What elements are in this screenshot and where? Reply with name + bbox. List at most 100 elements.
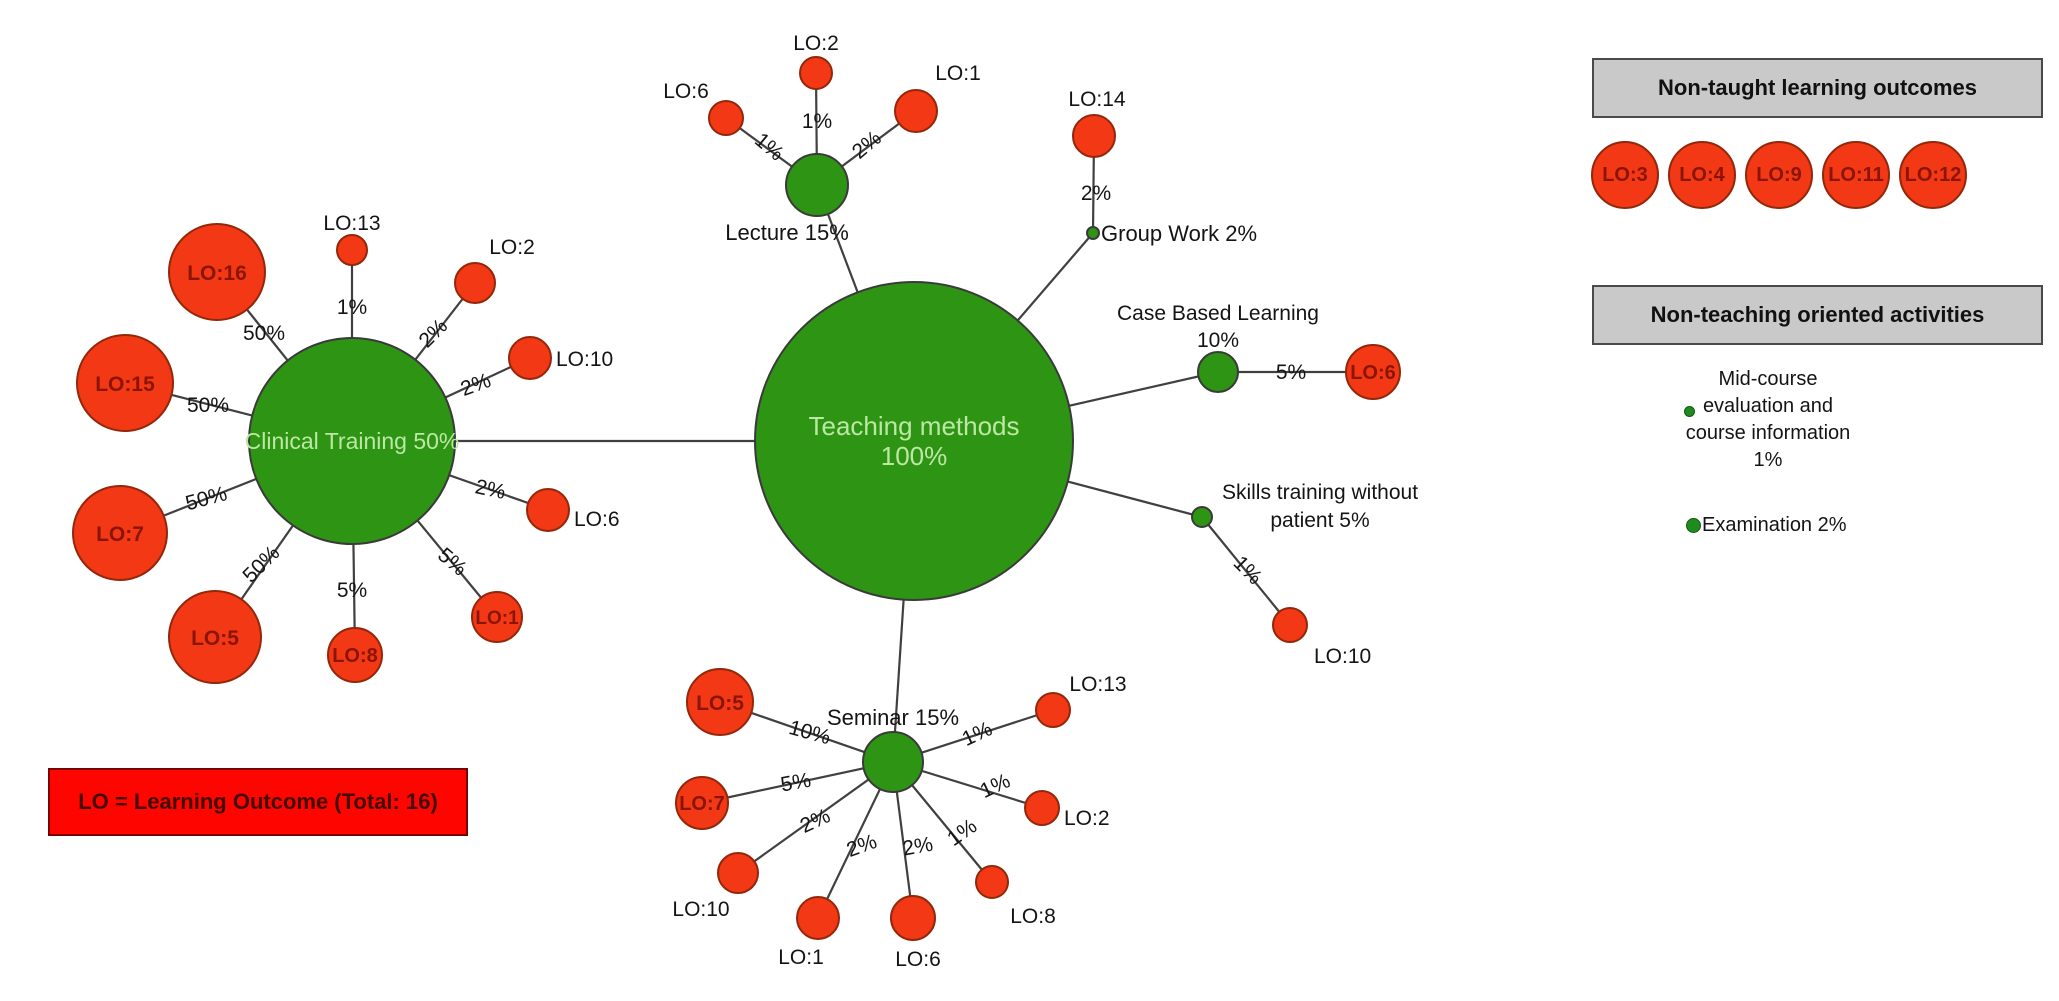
node-seminar-circle: [862, 731, 924, 793]
node-c1-circle: [471, 591, 523, 643]
node-cb6-circle: [1345, 344, 1401, 400]
node-se2-label: LO:2: [1064, 807, 1110, 830]
link-pct-label: 2%: [901, 833, 935, 861]
link-pct-label: 2%: [844, 830, 880, 862]
node-se1-circle: [796, 896, 840, 940]
node-se6-label: LO:6: [895, 948, 941, 971]
node-se1-label: LO:1: [778, 946, 824, 969]
mid-course-line: 1%: [1753, 449, 1783, 471]
node-l6-circle: [708, 100, 744, 136]
node-c13-circle: [336, 234, 368, 266]
node-c10-circle: [508, 336, 552, 380]
node-s10-circle: [1272, 607, 1308, 643]
node-skills-circle: [1191, 506, 1213, 528]
non-taught-outcome-label: LO:11: [1828, 163, 1884, 186]
node-c16-circle: [168, 223, 266, 321]
link-pct-label: 2%: [458, 369, 494, 401]
node-c10-label: LO:10: [556, 348, 613, 371]
node-se7-circle: [675, 776, 729, 830]
link-pct-label: 5%: [433, 543, 471, 580]
legend-label: LO = Learning Outcome (Total: 16): [78, 789, 438, 814]
non-taught-outcome-chip: LO:12: [1899, 141, 1967, 209]
link-pct-label: 50%: [243, 322, 285, 345]
node-c8-label: LO:8: [332, 645, 378, 667]
examination-activity: Examination 2%: [1686, 514, 1847, 537]
node-c5-circle: [168, 590, 262, 684]
link-pct-label: 50%: [183, 482, 230, 515]
link-pct-label: 1%: [943, 815, 981, 851]
link-pct-label: 5%: [779, 769, 813, 797]
node-c15-label: LO:15: [95, 373, 155, 396]
non-taught-outcome-label: LO:3: [1602, 163, 1648, 186]
node-teaching-circle: [754, 281, 1074, 601]
non-taught-outcome-chip: LO:4: [1668, 141, 1736, 209]
node-se8-label: LO:8: [1010, 905, 1056, 928]
node-c2-label: LO:2: [489, 236, 535, 259]
node-se13-label: LO:13: [1069, 673, 1126, 696]
link-seminar-se10: [737, 761, 894, 874]
node-se8-circle: [975, 865, 1009, 899]
link-pct-label: 2%: [1081, 182, 1111, 205]
mid-course-dot-icon: [1684, 406, 1695, 417]
mid-course-activity: Mid-course evaluation and course informati…: [1648, 366, 1888, 474]
node-teaching-label: 100%: [881, 441, 948, 471]
node-se6-circle: [890, 895, 936, 941]
link-pct-label: 1%: [959, 717, 996, 751]
examination-dot-icon: [1686, 518, 1701, 533]
node-c7-circle: [72, 485, 168, 581]
node-c16-label: LO:16: [187, 262, 247, 285]
node-c6-label: LO:6: [574, 508, 620, 531]
examination-label: Examination 2%: [1702, 514, 1847, 536]
node-c1-label: LO:1: [475, 608, 519, 629]
node-se13-circle: [1035, 692, 1071, 728]
non-taught-circles: LO:3 LO:4 LO:9 LO:11 LO:12: [1591, 141, 1967, 209]
link-pct-label: 50%: [187, 394, 229, 417]
node-groupwork-label: Group Work 2%: [1101, 221, 1257, 246]
node-casebased-circle: [1197, 351, 1239, 393]
mid-course-line: Mid-course: [1718, 368, 1818, 390]
node-skills-label: patient 5%: [1270, 509, 1369, 532]
non-taught-outcome-chip: LO:9: [1745, 141, 1813, 209]
non-taught-outcome-label: LO:9: [1756, 163, 1802, 186]
non-taught-outcome-label: LO:12: [1904, 163, 1962, 186]
node-se2-circle: [1024, 790, 1060, 826]
mid-course-line: evaluation and: [1702, 395, 1834, 417]
non-teaching-title: Non-teaching oriented activities: [1650, 302, 1985, 327]
node-c7-label: LO:7: [96, 523, 144, 546]
node-groupwork-circle: [1086, 226, 1100, 240]
node-clinical-circle: [248, 337, 456, 545]
node-seminar-label: Seminar 15%: [827, 705, 959, 730]
legend-box: LO = Learning Outcome (Total: 16): [48, 768, 468, 836]
non-teaching-header: Non-teaching oriented activities: [1592, 285, 2043, 345]
node-c15-circle: [76, 334, 174, 432]
node-l2-label: LO:2: [793, 32, 839, 55]
mid-course-line: course information: [1685, 422, 1851, 444]
node-l1-circle: [894, 89, 938, 133]
link-pct-label: 1%: [337, 296, 367, 319]
non-taught-outcome-label: LO:4: [1679, 163, 1725, 186]
node-s10-label: LO:10: [1314, 645, 1371, 668]
node-se7-label: LO:7: [679, 793, 725, 815]
node-c2-circle: [454, 262, 496, 304]
node-l2-circle: [799, 56, 833, 90]
node-se5-label: LO:5: [696, 692, 744, 715]
node-casebased-label: Case Based Learning: [1117, 302, 1319, 325]
node-skills-label: Skills training without: [1222, 481, 1418, 504]
non-taught-outcome-chip: LO:11: [1822, 141, 1890, 209]
node-c5-label: LO:5: [191, 627, 239, 650]
node-cb6-label: LO:6: [1350, 362, 1396, 384]
node-lecture-label: Lecture 15%: [725, 220, 849, 245]
node-g14-circle: [1072, 114, 1116, 158]
link-pct-label: 5%: [1276, 361, 1306, 384]
node-l6-label: LO:6: [663, 80, 709, 103]
link-pct-label: 1%: [802, 110, 832, 133]
non-taught-title: Non-taught learning outcomes: [1658, 75, 1977, 100]
node-c6-circle: [526, 488, 570, 532]
node-teaching-label: Teaching methods: [808, 411, 1019, 441]
node-lecture-circle: [785, 153, 849, 217]
node-se10-label: LO:10: [672, 898, 729, 921]
node-clinical-label: Clinical Training 50%: [245, 428, 460, 454]
node-l1-label: LO:1: [935, 62, 981, 85]
non-taught-header: Non-taught learning outcomes: [1592, 58, 2043, 118]
